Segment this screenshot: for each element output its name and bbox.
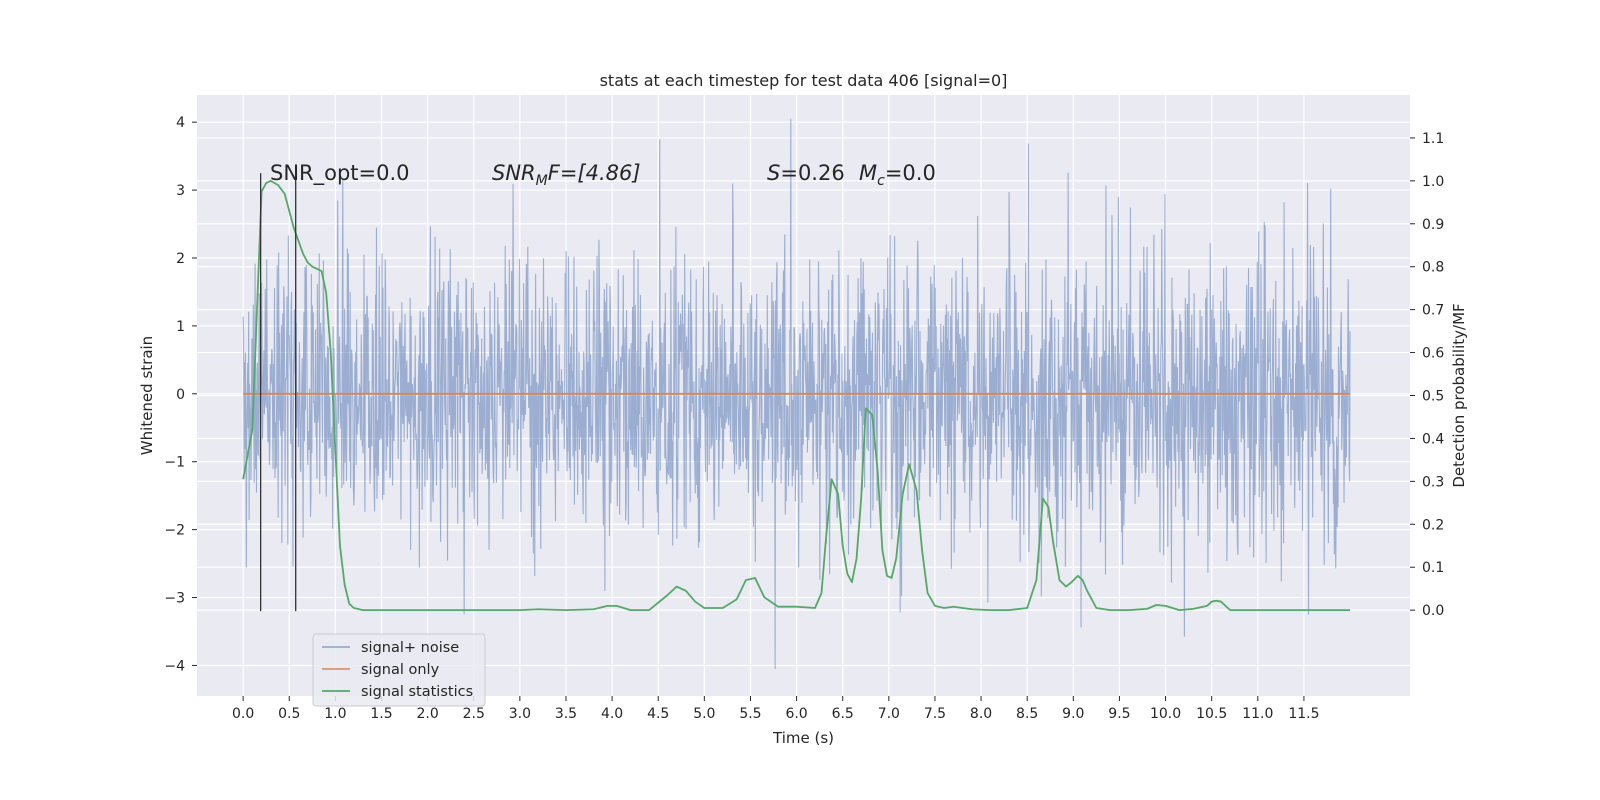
y-right-tick-label-0: 0.0 <box>1422 603 1444 619</box>
x-tick-label-1: 0.5 <box>278 706 300 722</box>
legend-label-signal-statistics: signal statistics <box>361 684 473 700</box>
x-tick-label-21: 10.5 <box>1196 706 1227 722</box>
y-left-tick-label-3: −1 <box>164 455 185 471</box>
y-right-tick-label-8: 0.8 <box>1422 260 1444 276</box>
x-tick-label-19: 9.5 <box>1108 706 1130 722</box>
y-right-tick-label-6: 0.6 <box>1422 346 1444 362</box>
legend-box <box>312 633 486 707</box>
series-signal-noise <box>242 118 1351 669</box>
annotation-snr-mf: SNRMF=[4.86] <box>492 161 641 189</box>
tick-labels: 0.0 0.5 1.0 1.5 2.0 2.5 3.0 3.5 4.0 4.5 5.0 5.5 6.0 6… <box>164 115 1444 722</box>
annotation-s: S=0.26 <box>767 161 845 185</box>
x-tick-label-6: 3.0 <box>509 706 531 722</box>
y-right-tick-label-1: 0.1 <box>1422 560 1444 576</box>
legend-label-signal-only: signal only <box>361 662 440 678</box>
x-tick-label-7: 3.5 <box>555 706 577 722</box>
x-tick-label-22: 11.0 <box>1242 706 1273 722</box>
chart-title: stats at each timestep for test data 406… <box>600 71 1008 90</box>
snr-mf-subscript: M <box>536 173 548 189</box>
y-left-tick-label-7: 3 <box>176 183 185 199</box>
s-symbol: S <box>767 161 780 185</box>
vertical-markers <box>259 173 297 612</box>
x-tick-label-4: 2.0 <box>416 706 438 722</box>
snr-mf-value: F=[4.86] <box>548 161 641 185</box>
signal-statistics-line <box>242 179 1351 612</box>
mc-symbol: M <box>859 161 877 185</box>
mc-value: =0.0 <box>885 161 936 185</box>
x-tick-label-3: 1.5 <box>370 706 392 722</box>
s-value: =0.26 <box>780 161 844 185</box>
x-tick-label-12: 6.0 <box>785 706 807 722</box>
y-right-tick-label-10: 1.0 <box>1422 174 1444 190</box>
x-tick-label-16: 8.0 <box>970 706 992 722</box>
noise-line <box>242 118 1351 669</box>
x-tick-label-13: 6.5 <box>832 706 854 722</box>
x-tick-label-9: 4.5 <box>647 706 669 722</box>
y-left-tick-label-4: 0 <box>176 387 185 403</box>
x-tick-label-5: 2.5 <box>463 706 485 722</box>
x-axis-label: Time (s) <box>772 729 834 747</box>
x-tick-label-14: 7.0 <box>878 706 900 722</box>
series-lines <box>242 179 1351 612</box>
snr-mf-symbol: SNR <box>492 161 536 185</box>
y-left-tick-label-1: −3 <box>164 591 185 607</box>
y-axis-label-left: Whitened strain <box>138 336 156 455</box>
y-left-tick-label-6: 2 <box>176 251 185 267</box>
x-tick-label-10: 5.0 <box>693 706 715 722</box>
x-tick-label-11: 5.5 <box>739 706 761 722</box>
y-right-tick-label-4: 0.4 <box>1422 431 1444 447</box>
y-right-tick-label-3: 0.3 <box>1422 474 1444 490</box>
x-tick-label-20: 10.0 <box>1150 706 1181 722</box>
y-right-tick-label-11: 1.1 <box>1422 131 1444 147</box>
x-tick-label-2: 1.0 <box>324 706 346 722</box>
legend: signal+ noise signal only signal statist… <box>312 633 486 707</box>
y-left-tick-label-2: −2 <box>164 523 185 539</box>
annotation-snr-opt: SNR_opt=0.0 <box>270 161 410 186</box>
x-tick-label-18: 9.0 <box>1062 706 1084 722</box>
y-left-tick-label-0: −4 <box>164 658 185 674</box>
legend-label-signal-noise: signal+ noise <box>361 640 459 656</box>
y-right-tick-label-5: 0.5 <box>1422 389 1444 405</box>
x-tick-label-23: 11.5 <box>1288 706 1319 722</box>
x-tick-label-17: 8.5 <box>1016 706 1038 722</box>
y-right-tick-label-7: 0.7 <box>1422 303 1444 319</box>
y-right-tick-label-9: 0.9 <box>1422 217 1444 233</box>
x-tick-label-15: 7.5 <box>924 706 946 722</box>
y-left-tick-label-8: 4 <box>176 115 185 131</box>
x-tick-label-8: 4.0 <box>601 706 623 722</box>
annotation-mc: Mc=0.0 <box>859 161 936 189</box>
y-left-tick-label-5: 1 <box>176 319 185 335</box>
y-axis-label-right: Detection probability/MF <box>1450 303 1468 487</box>
x-tick-label-0: 0.0 <box>232 706 254 722</box>
mc-subscript: c <box>877 173 885 189</box>
y-right-tick-label-2: 0.2 <box>1422 517 1444 533</box>
